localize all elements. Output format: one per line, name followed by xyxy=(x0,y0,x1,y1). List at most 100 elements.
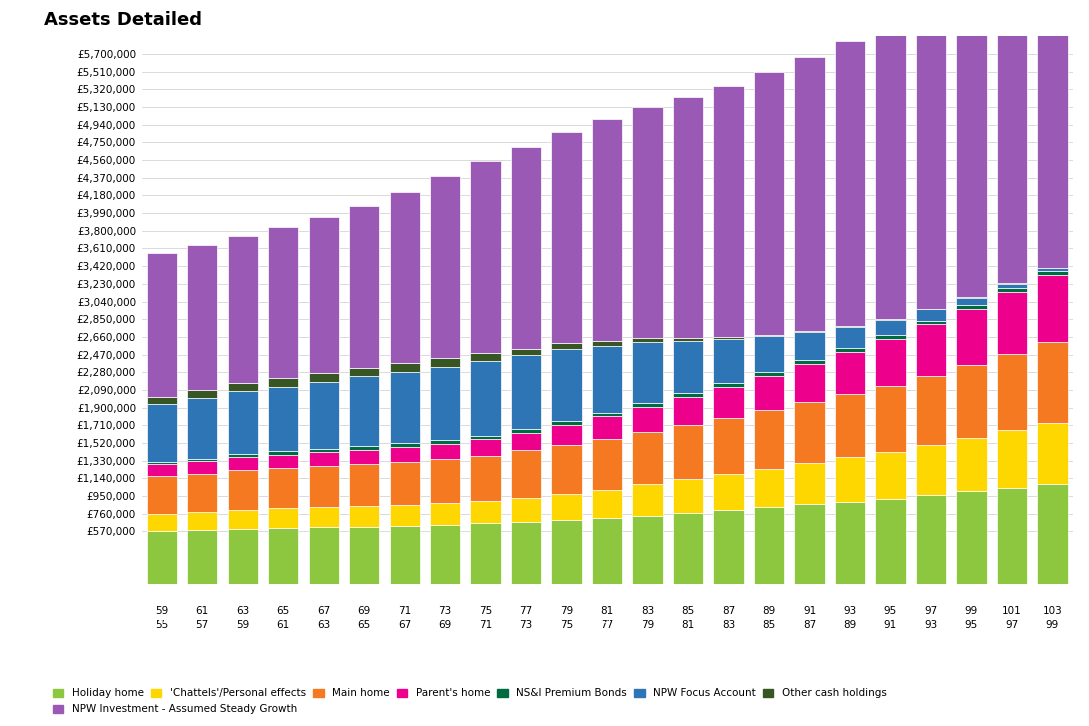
Bar xyxy=(835,41,865,325)
Bar xyxy=(754,72,784,335)
Bar xyxy=(956,298,987,305)
Bar xyxy=(228,529,258,584)
Bar xyxy=(511,429,541,433)
Bar xyxy=(268,468,298,508)
Bar xyxy=(956,305,987,309)
Bar xyxy=(794,57,824,331)
Bar xyxy=(1037,268,1067,271)
Bar xyxy=(228,510,258,529)
Text: 65: 65 xyxy=(357,620,371,630)
Bar xyxy=(470,361,501,436)
Text: 83: 83 xyxy=(641,606,654,616)
Text: 97: 97 xyxy=(925,606,938,616)
Bar xyxy=(390,363,420,372)
Bar xyxy=(147,253,178,397)
Bar xyxy=(228,470,258,510)
Bar xyxy=(754,410,784,468)
Bar xyxy=(390,505,420,526)
Bar xyxy=(916,445,946,495)
Bar xyxy=(470,353,501,361)
Bar xyxy=(835,394,865,457)
Bar xyxy=(1037,0,1067,268)
Bar xyxy=(754,468,784,507)
Bar xyxy=(713,474,744,510)
Text: 73: 73 xyxy=(439,606,452,616)
Text: 75: 75 xyxy=(560,620,573,630)
Bar xyxy=(390,526,420,584)
Bar xyxy=(308,507,339,527)
Bar xyxy=(350,367,379,377)
Bar xyxy=(350,205,379,367)
Text: 103: 103 xyxy=(1042,606,1062,616)
Bar xyxy=(956,309,987,365)
Bar xyxy=(1037,423,1067,484)
Bar xyxy=(916,309,946,321)
Bar xyxy=(551,421,582,425)
Text: 61: 61 xyxy=(277,620,290,630)
Bar xyxy=(835,325,865,327)
Bar xyxy=(996,293,1027,354)
Bar xyxy=(633,515,663,584)
Bar xyxy=(187,531,218,584)
Bar xyxy=(592,518,622,584)
Bar xyxy=(956,365,987,438)
Text: 83: 83 xyxy=(722,620,735,630)
Bar xyxy=(430,176,461,358)
Bar xyxy=(470,160,501,353)
Bar xyxy=(592,119,622,340)
Bar xyxy=(754,335,784,336)
Bar xyxy=(996,288,1027,293)
Bar xyxy=(956,438,987,492)
Bar xyxy=(1037,274,1067,343)
Bar xyxy=(551,349,582,421)
Bar xyxy=(673,393,703,397)
Bar xyxy=(713,383,744,387)
Text: 65: 65 xyxy=(277,606,290,616)
Bar xyxy=(835,457,865,502)
Bar xyxy=(633,338,663,343)
Text: 93: 93 xyxy=(925,620,938,630)
Text: STAGES: STAGES xyxy=(149,615,194,625)
Bar xyxy=(592,340,622,346)
Bar xyxy=(187,245,218,391)
Bar xyxy=(147,462,178,465)
Text: 95: 95 xyxy=(884,606,897,616)
Bar xyxy=(308,466,339,507)
Text: 71: 71 xyxy=(399,606,412,616)
Bar xyxy=(673,479,703,513)
Bar xyxy=(470,439,501,455)
Bar xyxy=(592,417,622,439)
Text: 81: 81 xyxy=(600,606,614,616)
Text: 77: 77 xyxy=(519,606,533,616)
Bar xyxy=(511,147,541,348)
Bar xyxy=(673,397,703,425)
Bar xyxy=(633,403,663,407)
Bar xyxy=(876,452,906,499)
Bar xyxy=(996,431,1027,488)
Legend: Holiday home, 'Chattels'/Personal effects, Main home, Parent's home, NS&I Premiu: Holiday home, 'Chattels'/Personal effect… xyxy=(49,685,891,703)
Bar xyxy=(228,236,258,383)
Bar xyxy=(633,407,663,432)
Bar xyxy=(592,489,622,518)
Bar xyxy=(147,514,178,531)
Text: Assets Detailed: Assets Detailed xyxy=(44,11,201,29)
Bar xyxy=(956,492,987,584)
Bar xyxy=(996,354,1027,431)
Bar xyxy=(551,343,582,349)
Bar xyxy=(430,444,461,460)
Text: 69: 69 xyxy=(439,620,452,630)
Bar xyxy=(430,367,461,440)
Text: 85: 85 xyxy=(682,606,695,616)
Text: 55: 55 xyxy=(156,620,169,630)
Text: 67: 67 xyxy=(399,620,412,630)
Bar xyxy=(228,391,258,454)
Legend: NPW Investment - Assumed Steady Growth: NPW Investment - Assumed Steady Growth xyxy=(49,701,301,719)
Bar xyxy=(511,498,541,522)
Text: 99: 99 xyxy=(965,606,978,616)
Bar xyxy=(511,450,541,498)
Bar xyxy=(996,284,1027,288)
Bar xyxy=(511,356,541,429)
Text: 63: 63 xyxy=(236,606,249,616)
Bar xyxy=(876,386,906,452)
Bar xyxy=(835,348,865,352)
